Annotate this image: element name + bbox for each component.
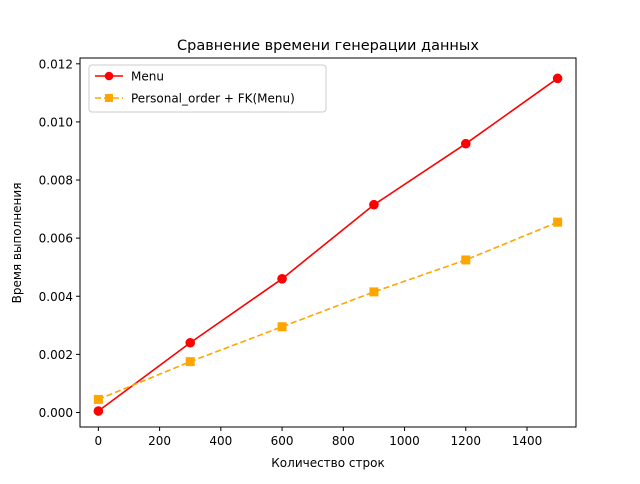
data-point xyxy=(185,337,196,348)
y-tick-label: 0.002 xyxy=(39,348,73,362)
legend-box xyxy=(88,64,327,113)
axes-frame xyxy=(79,57,577,428)
data-point xyxy=(552,73,563,84)
y-axis-label: Время выполнения xyxy=(10,183,24,304)
series-line-1 xyxy=(97,77,559,412)
data-point xyxy=(369,199,379,210)
y-tick-label: 0.010 xyxy=(39,115,73,129)
y-tick-label: 0.000 xyxy=(39,406,73,420)
x-tick-label: 800 xyxy=(332,434,355,448)
x-tick-label: 1200 xyxy=(451,434,482,448)
data-point xyxy=(277,274,287,284)
x-tick-label: 1000 xyxy=(389,434,420,448)
x-tick-label: 400 xyxy=(209,434,232,448)
plot-area: 0 200 400 600 800 1000 1200 1400 0.000 0.002 0.004… xyxy=(39,57,577,448)
legend-label: Personal_order + FK(Menu) xyxy=(131,92,295,106)
x-axis-label: Количество строк xyxy=(271,456,384,470)
data-point xyxy=(460,138,471,149)
data-point xyxy=(553,217,563,227)
data-point xyxy=(369,287,379,297)
legend-marker xyxy=(104,71,114,81)
data-point xyxy=(93,406,104,416)
x-tick-label: 600 xyxy=(271,434,294,448)
x-tick-label: 1400 xyxy=(512,434,543,448)
x-tick-label: 0 xyxy=(95,434,103,448)
data-point xyxy=(461,255,471,265)
data-point xyxy=(93,394,103,404)
y-tick-label: 0.008 xyxy=(39,174,73,188)
series-line-2 xyxy=(98,221,558,401)
y-tick-label: 0.004 xyxy=(39,290,73,304)
y-tick-label: 0.012 xyxy=(39,57,73,71)
x-tick-label: 200 xyxy=(148,434,171,448)
data-point xyxy=(277,322,287,332)
legend-label: Menu xyxy=(131,70,164,84)
y-tick-label: 0.006 xyxy=(39,232,73,246)
chart-title: Сравнение времени генерации данных xyxy=(177,38,479,54)
data-point xyxy=(185,357,195,367)
legend-marker xyxy=(105,94,113,102)
